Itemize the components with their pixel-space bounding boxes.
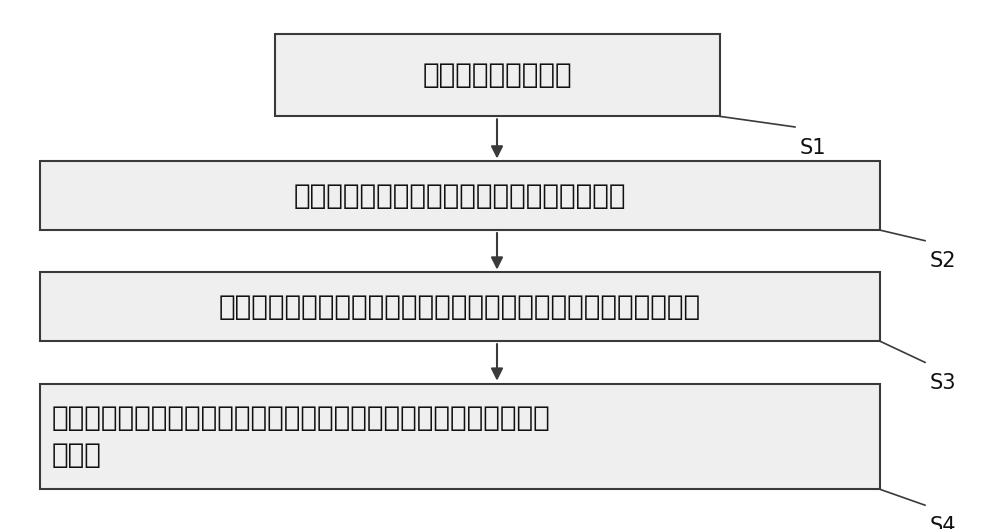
Text: 获取加载连续载荷状态下的多张连续原始图像: 获取加载连续载荷状态下的多张连续原始图像 — [294, 182, 626, 209]
Text: S1: S1 — [800, 138, 826, 158]
FancyBboxPatch shape — [40, 384, 880, 489]
FancyBboxPatch shape — [275, 34, 720, 116]
Text: S2: S2 — [930, 251, 956, 271]
FancyBboxPatch shape — [40, 161, 880, 230]
Text: S4: S4 — [930, 516, 956, 529]
Text: 对所述第一图像和第二图像进行像素级分析，得到所述试件的实际裂
纹长度: 对所述第一图像和第二图像进行像素级分析，得到所述试件的实际裂 纹长度 — [52, 404, 551, 469]
FancyBboxPatch shape — [40, 272, 880, 341]
Text: 对试件加载连续载荷: 对试件加载连续载荷 — [423, 61, 572, 89]
Text: S3: S3 — [930, 373, 956, 393]
Text: 对多张所述连续原始图像进行图像筛选，得到第一图像和第二图像: 对多张所述连续原始图像进行图像筛选，得到第一图像和第二图像 — [219, 293, 701, 321]
